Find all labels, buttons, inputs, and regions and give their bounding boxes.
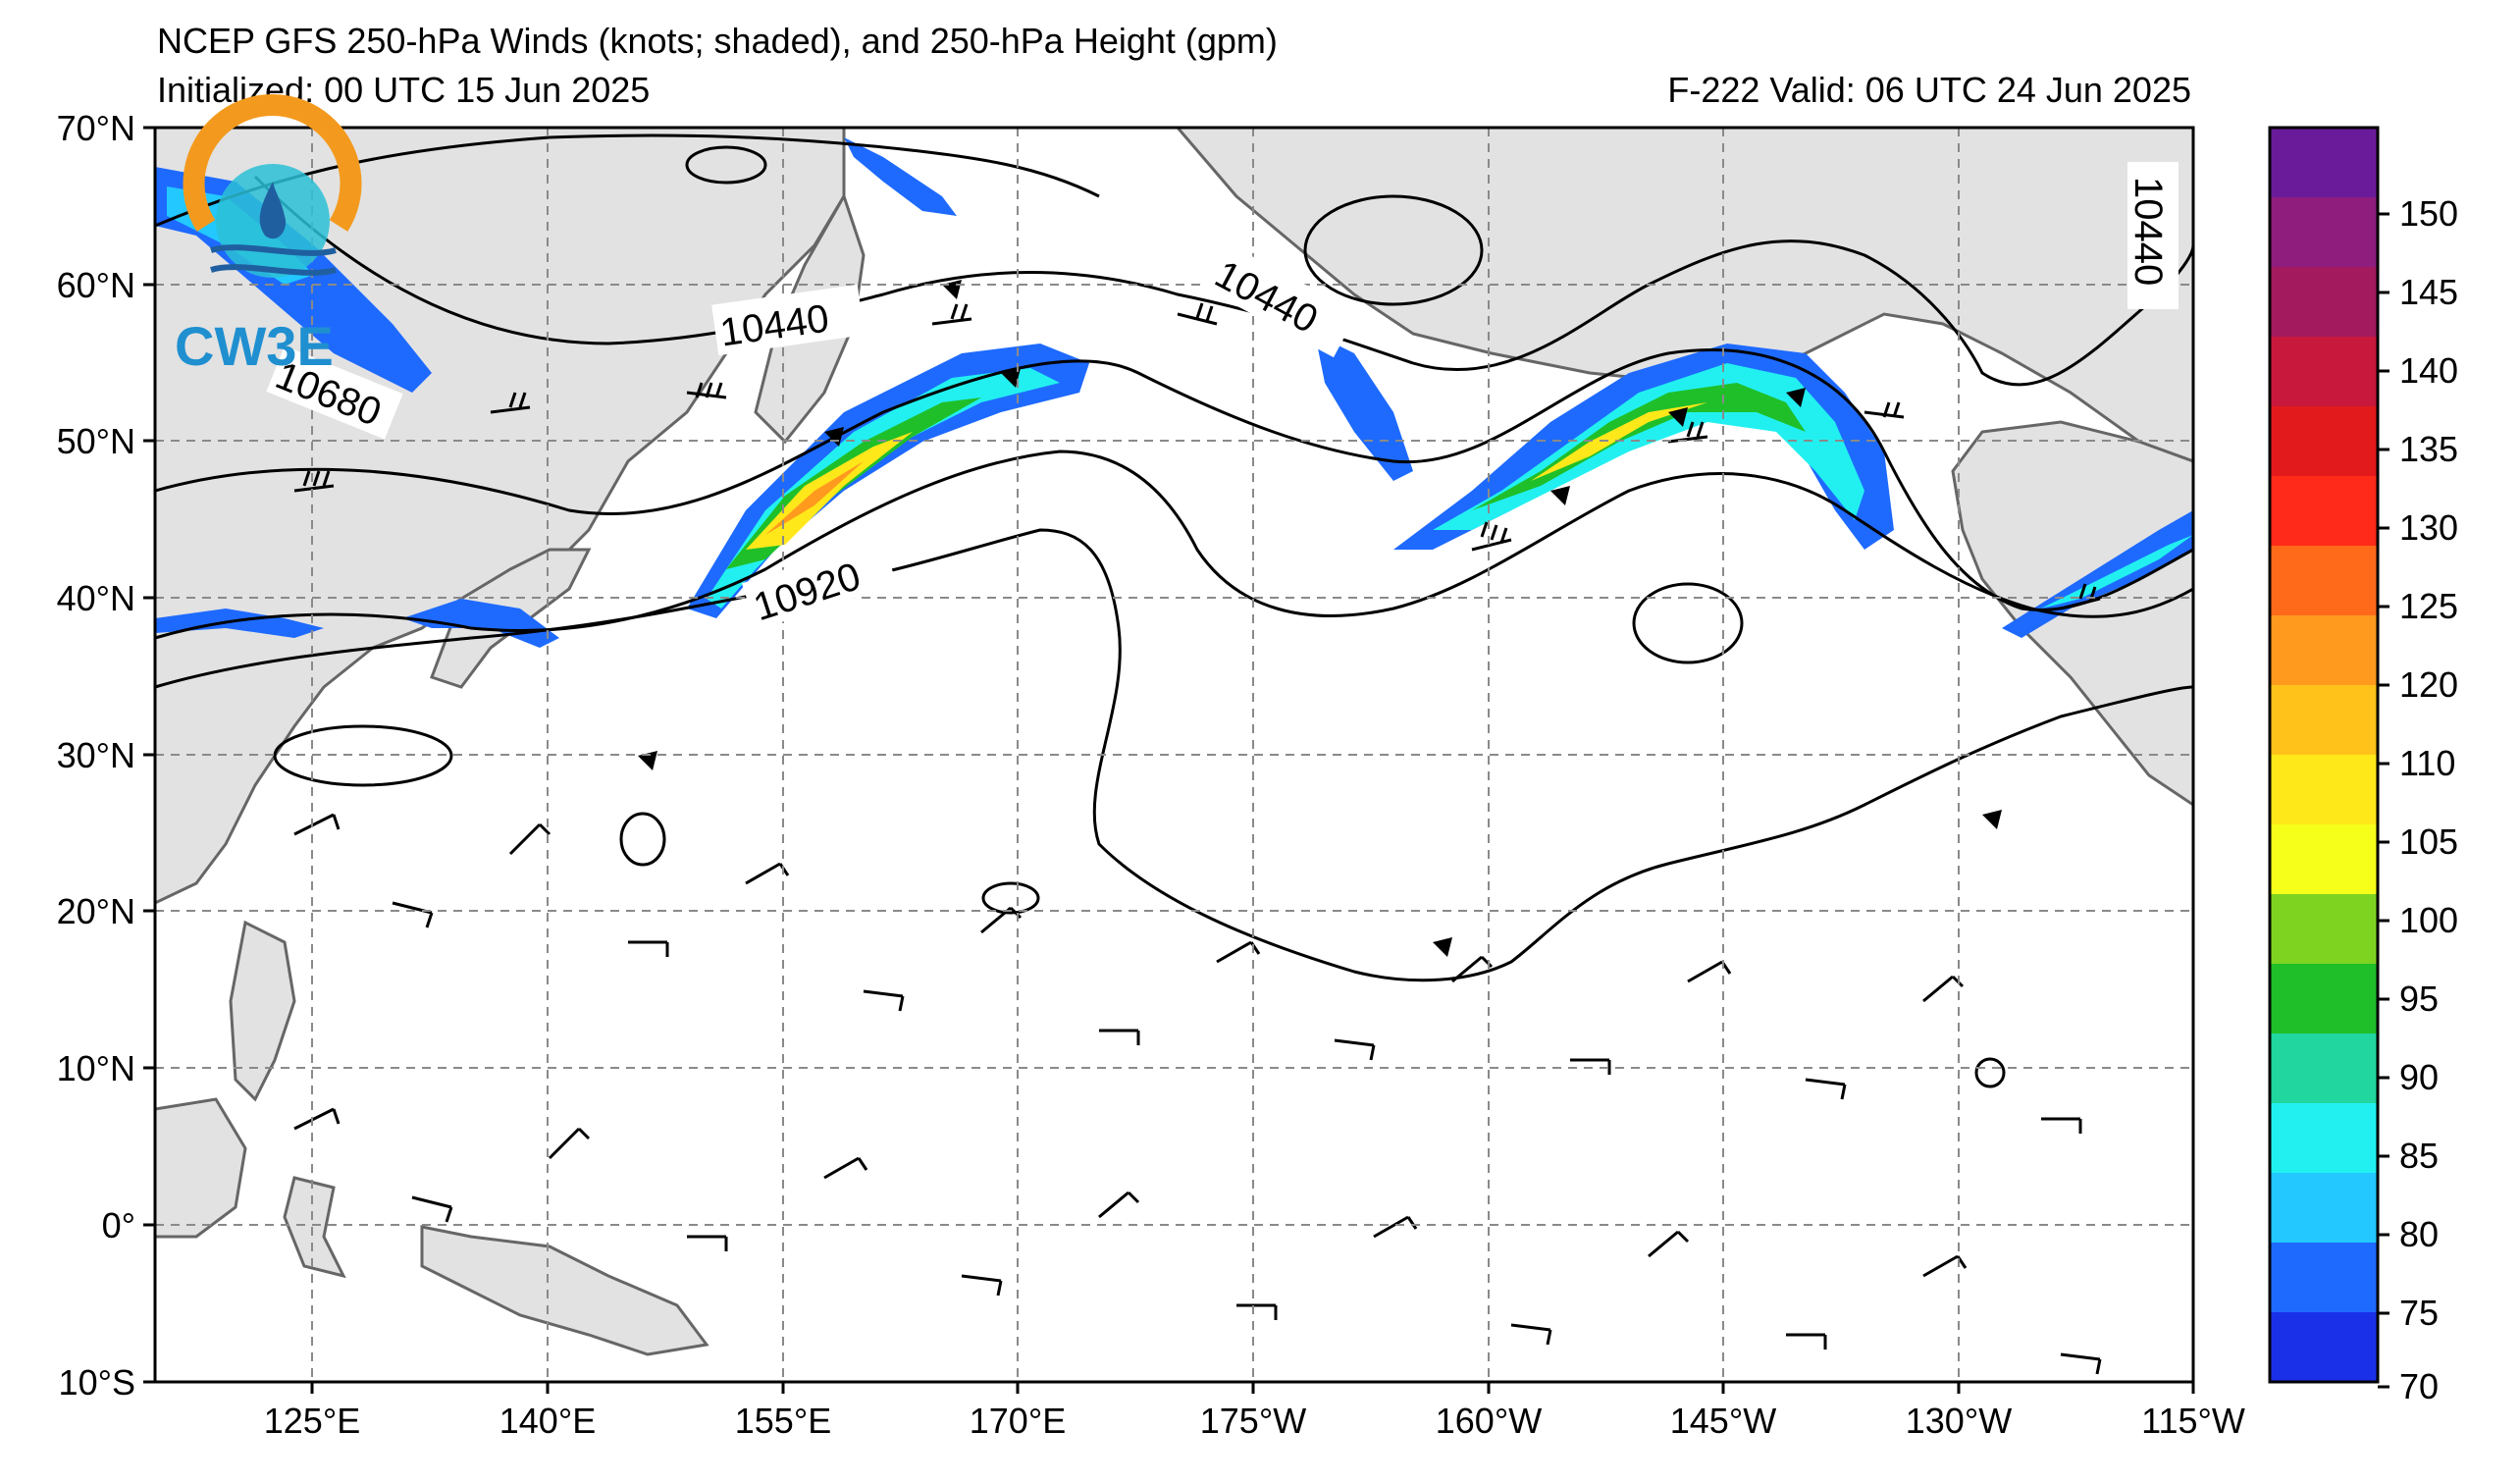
sulawesi-landmass	[283, 1176, 346, 1279]
borneo-landmass	[155, 1097, 247, 1239]
north-america-landmass	[1951, 420, 2193, 807]
colorbar-swatch	[2270, 824, 2378, 895]
colorbar-swatch	[2270, 1173, 2378, 1244]
colorbar: 150 145 140 135 130 125 120 110 105 100 …	[2268, 126, 2458, 1406]
new-guinea-landmass	[420, 1225, 709, 1356]
cb-label-135: 135	[2399, 429, 2458, 469]
colorbar-labels: 150 145 140 135 130 125 120 110 105 100 …	[2399, 193, 2458, 1406]
cb-label-125: 125	[2399, 586, 2458, 626]
lat-label-0: 0°	[102, 1205, 135, 1245]
colorbar-swatch	[2270, 267, 2378, 338]
lat-label-10s: 10°S	[59, 1362, 135, 1403]
colorbar-swatch	[2270, 1033, 2378, 1104]
lon-label-155e: 155°E	[735, 1401, 831, 1441]
cw3e-logo: CW3E	[175, 94, 362, 377]
lon-label-170e: 170°E	[970, 1401, 1066, 1441]
longitude-labels: 125°E 140°E 155°E 170°E 175°W 160°W 145°…	[264, 1401, 2245, 1441]
valid-time: F-222 Valid: 06 UTC 24 Jun 2025	[1667, 70, 2191, 110]
contour-label-10440-c: 10440	[2126, 177, 2170, 286]
cb-label-85: 85	[2399, 1136, 2439, 1176]
colorbar-frame	[2268, 126, 2380, 1384]
lat-label-30n: 30°N	[57, 735, 135, 775]
graticule	[155, 128, 2193, 1382]
latitude-labels: 70°N 60°N 50°N 40°N 30°N 20°N 10°N 0° 10…	[57, 108, 135, 1403]
colorbar-swatch	[2270, 337, 2378, 407]
lat-label-60n: 60°N	[57, 265, 135, 305]
lon-label-115w: 115°W	[2141, 1401, 2245, 1441]
lat-label-10n: 10°N	[57, 1048, 135, 1088]
colorbar-swatch	[2270, 128, 2378, 198]
logo-drop-icon	[259, 182, 287, 239]
cb-label-75: 75	[2399, 1293, 2439, 1333]
cb-label-145: 145	[2399, 272, 2458, 312]
colorbar-swatch	[2270, 406, 2378, 477]
colorbar-swatch	[2270, 546, 2378, 616]
colorbar-swatch	[2270, 1103, 2378, 1174]
colorbar-swatch	[2270, 755, 2378, 825]
lon-label-125e: 125°E	[264, 1401, 360, 1441]
cb-label-110: 110	[2399, 743, 2455, 783]
cb-label-140: 140	[2399, 350, 2458, 391]
cb-label-70: 70	[2399, 1366, 2439, 1406]
cb-label-105: 105	[2399, 821, 2458, 862]
lat-label-50n: 50°N	[57, 421, 135, 461]
cb-label-100: 100	[2399, 900, 2458, 940]
cb-label-95: 95	[2399, 979, 2439, 1019]
cb-label-150: 150	[2399, 193, 2458, 234]
lon-label-140e: 140°E	[499, 1401, 596, 1441]
logo-text: CW3E	[175, 315, 334, 377]
colorbar-swatch	[2270, 894, 2378, 965]
colorbar-swatch	[2270, 615, 2378, 686]
colorbar-swatch	[2270, 1243, 2378, 1313]
philippines-landmass	[229, 920, 296, 1102]
colorbar-swatch	[2270, 1312, 2378, 1383]
cb-label-120: 120	[2399, 664, 2458, 705]
logo-sun-arc-icon	[183, 94, 362, 232]
wind-barbs	[293, 302, 2102, 1375]
cb-label-80: 80	[2399, 1214, 2439, 1254]
cb-label-90: 90	[2399, 1057, 2439, 1097]
colorbar-swatch	[2270, 964, 2378, 1034]
axis-ticks	[143, 126, 2195, 1394]
lon-label-130w: 130°W	[1906, 1401, 2012, 1441]
map-title: NCEP GFS 250-hPa Winds (knots; shaded), …	[157, 21, 1278, 61]
colorbar-swatch	[2270, 685, 2378, 756]
lon-label-160w: 160°W	[1436, 1401, 1542, 1441]
height-contours	[155, 133, 2193, 1088]
colorbar-swatch	[2270, 197, 2378, 268]
lon-label-145w: 145°W	[1670, 1401, 1776, 1441]
lat-label-40n: 40°N	[57, 578, 135, 618]
lat-label-20n: 20°N	[57, 891, 135, 931]
lon-label-175w: 175°W	[1200, 1401, 1306, 1441]
cb-label-130: 130	[2399, 507, 2458, 548]
colorbar-swatch	[2270, 476, 2378, 547]
lat-label-70n: 70°N	[57, 108, 135, 148]
